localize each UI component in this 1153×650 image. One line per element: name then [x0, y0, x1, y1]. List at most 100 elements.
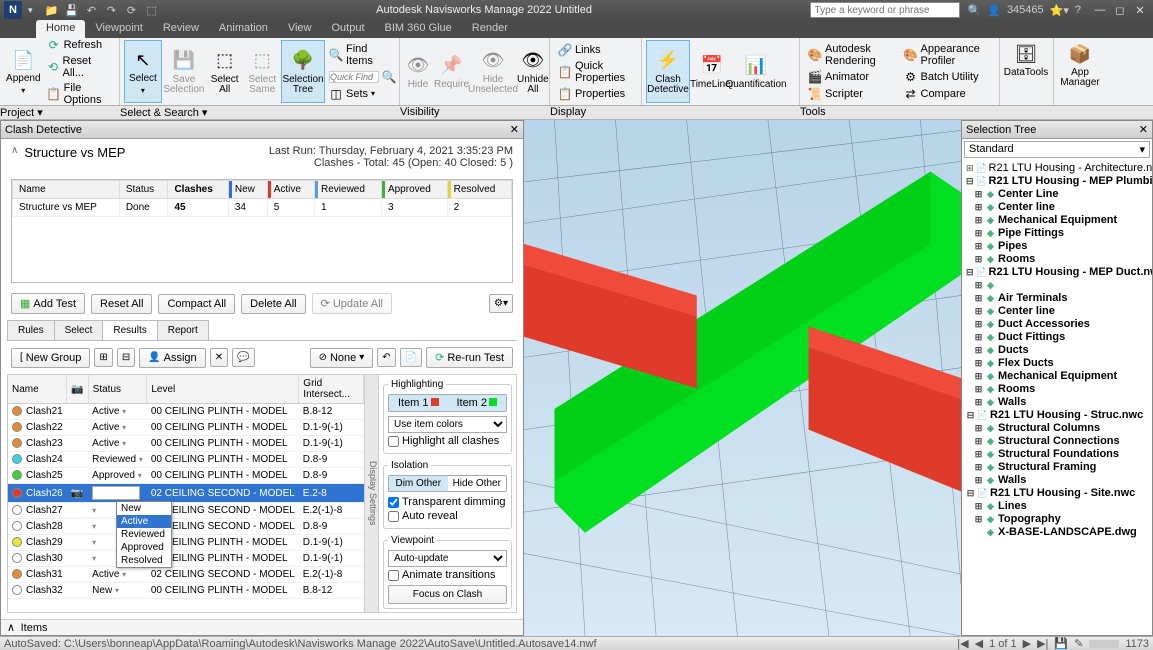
highlight-all-checkbox[interactable]: Highlight all clashes: [388, 435, 507, 447]
sets-button[interactable]: ◫Sets▾: [325, 86, 395, 102]
clash-tab-report[interactable]: Report: [157, 320, 209, 340]
clash-col-status[interactable]: Status: [119, 181, 168, 199]
tree-node[interactable]: ⊞◈Pipes: [964, 240, 1150, 253]
clash-tab-select[interactable]: Select: [54, 320, 104, 340]
tree-node[interactable]: ⊞◈Structural Framing: [964, 461, 1150, 474]
import-export-button[interactable]: ⚙▾: [489, 294, 513, 313]
tree-node[interactable]: ⊟📄R21 LTU Housing - MEP Plumbing.nwc: [964, 175, 1150, 188]
tree-node[interactable]: ⊞◈: [964, 279, 1150, 292]
clash-result-row[interactable]: Clash24Reviewed ▾00 CEILING PLINTH - MOD…: [8, 452, 364, 468]
clash-col-new[interactable]: New: [228, 181, 267, 199]
new-group-button[interactable]: [ New Group: [11, 348, 90, 368]
tree-body[interactable]: ⊞📄R21 LTU Housing - Architecture.nwc⊟📄R2…: [962, 160, 1152, 635]
focus-clash-button[interactable]: Focus on Clash: [388, 585, 507, 604]
require-button[interactable]: 📌Require: [432, 40, 471, 103]
nav-back-button[interactable]: ↶: [377, 348, 395, 367]
help-icon[interactable]: ?: [1075, 4, 1081, 16]
tree-mode-select[interactable]: Standard▾: [964, 141, 1150, 158]
timeliner-button[interactable]: 📅TimeLiner: [690, 40, 734, 103]
select-button[interactable]: ↖Select▾: [124, 40, 162, 103]
compare-button[interactable]: ⇄Compare: [900, 86, 996, 102]
appearance-profiler-button[interactable]: 🎨Appearance Profiler: [900, 42, 996, 68]
nav-first-icon[interactable]: |◀: [957, 637, 968, 650]
item2-toggle[interactable]: Item 2: [448, 395, 507, 411]
app-logo[interactable]: N: [4, 1, 22, 19]
search-icon[interactable]: 🔍: [382, 70, 396, 84]
status-option-approved[interactable]: Approved: [117, 541, 171, 554]
hide-unselected-button[interactable]: 👁Hide Unselected: [471, 40, 515, 103]
animator-button[interactable]: 🎬Animator: [804, 69, 900, 85]
clash-col-name[interactable]: Name: [13, 181, 120, 199]
tree-node[interactable]: ⊞◈Rooms: [964, 253, 1150, 266]
menu-tab-review[interactable]: Review: [153, 20, 209, 38]
clash-results-list[interactable]: Name📷StatusLevelGrid Intersect...Clash21…: [8, 375, 364, 612]
panel-close-icon[interactable]: ✕: [510, 123, 519, 136]
unhide-all-button[interactable]: 👁Unhide All: [515, 40, 551, 103]
nav-prev-icon[interactable]: ◀: [975, 637, 983, 650]
display-settings-tab[interactable]: Display Settings: [364, 375, 378, 612]
clash-result-row[interactable]: Clash25Approved ▾00 CEILING PLINTH - MOD…: [8, 468, 364, 484]
clash-detective-button[interactable]: ⚡Clash Detective: [646, 40, 690, 103]
tree-node[interactable]: ⊞◈Lines: [964, 500, 1150, 513]
ribbon-group-label[interactable]: Select & Search ▾: [120, 106, 400, 119]
file-options-button[interactable]: 📋File Options: [43, 81, 115, 107]
status-dropdown-menu[interactable]: NewActiveReviewedApprovedResolved: [116, 501, 172, 568]
collapse-icon[interactable]: ∧: [11, 145, 18, 156]
find-items-button[interactable]: 🔍Find Items: [325, 42, 395, 68]
hide-other-toggle[interactable]: Hide Other: [448, 476, 507, 491]
menu-tab-render[interactable]: Render: [462, 20, 518, 38]
transparent-checkbox[interactable]: Transparent dimming: [388, 496, 507, 508]
tree-node[interactable]: ⊞◈Pipe Fittings: [964, 227, 1150, 240]
clash-col-approved[interactable]: Approved: [381, 181, 447, 199]
res-col[interactable]: Name: [8, 375, 67, 404]
clash-cell[interactable]: 34: [228, 199, 267, 217]
close-button[interactable]: ✕: [1131, 3, 1149, 17]
menu-tab-home[interactable]: Home: [36, 20, 85, 38]
add-test-button[interactable]: ▦Add Test: [11, 293, 85, 314]
clash-result-row[interactable]: Clash32New ▾00 CEILING PLINTH - MODELB.8…: [8, 583, 364, 599]
menu-tab-output[interactable]: Output: [322, 20, 375, 38]
qat-select-icon[interactable]: ⬚: [145, 3, 159, 17]
clash-cell[interactable]: 3: [381, 199, 447, 217]
clash-tab-results[interactable]: Results: [102, 320, 157, 340]
keyword-search-input[interactable]: [810, 2, 960, 18]
menu-tab-view[interactable]: View: [278, 20, 322, 38]
tree-node[interactable]: ⊞◈Structural Columns: [964, 422, 1150, 435]
expand-items-icon[interactable]: ∧: [7, 621, 15, 634]
clash-tab-rules[interactable]: Rules: [7, 320, 55, 340]
status-option-reviewed[interactable]: Reviewed: [117, 528, 171, 541]
group-button-1[interactable]: ⊞: [94, 348, 112, 367]
rendering-button[interactable]: 🎨Autodesk Rendering: [804, 42, 900, 68]
tree-node[interactable]: ⊞◈Flex Ducts: [964, 357, 1150, 370]
clash-cell[interactable]: 5: [267, 199, 314, 217]
tree-node[interactable]: ⊞◈Air Terminals: [964, 292, 1150, 305]
append-button[interactable]: 📄Append▾: [4, 40, 43, 103]
reset-all-button[interactable]: Reset All: [91, 294, 152, 314]
tree-node[interactable]: ⊞◈Center Line: [964, 188, 1150, 201]
clash-cell[interactable]: Done: [119, 199, 168, 217]
ribbon-group-label[interactable]: Project ▾: [0, 106, 120, 119]
dim-other-toggle[interactable]: Dim Other: [389, 476, 448, 491]
quantification-button[interactable]: 📊Quantification: [734, 40, 778, 103]
clash-col-reviewed[interactable]: Reviewed: [315, 181, 382, 199]
clash-col-resolved[interactable]: Resolved: [447, 181, 511, 199]
unassign-button[interactable]: ✕: [210, 348, 228, 367]
clash-result-row[interactable]: Clash28 ▾02 CEILING SECOND - MODELD.8-9: [8, 519, 364, 535]
clash-cell[interactable]: 1: [315, 199, 382, 217]
maximize-button[interactable]: ◻: [1111, 3, 1129, 17]
links-button[interactable]: 🔗Links: [554, 42, 637, 58]
hide-button[interactable]: 👁Hide: [404, 40, 432, 103]
clash-col-clashes[interactable]: Clashes: [168, 181, 228, 199]
appmanager-button[interactable]: 📦App Manager: [1058, 40, 1102, 90]
qat-save-icon[interactable]: 💾: [65, 3, 79, 17]
select-same-button[interactable]: ⬚Select Same: [243, 40, 281, 103]
tree-node[interactable]: ⊞◈Center line: [964, 305, 1150, 318]
clash-result-row[interactable]: Clash22Active ▾00 CEILING PLINTH - MODEL…: [8, 420, 364, 436]
tree-node[interactable]: ⊞◈Ducts: [964, 344, 1150, 357]
tree-node[interactable]: ⊞◈Duct Fittings: [964, 331, 1150, 344]
tree-node[interactable]: ⊞◈Rooms: [964, 383, 1150, 396]
tree-node[interactable]: ⊟📄R21 LTU Housing - MEP Duct.nwc: [964, 266, 1150, 279]
tree-node[interactable]: ⊞◈Center line: [964, 201, 1150, 214]
clash-result-row[interactable]: Clash30 ▾00 CEILING PLINTH - MODELD.1-9(…: [8, 551, 364, 567]
viewpoint-select[interactable]: Auto-update: [388, 550, 507, 567]
